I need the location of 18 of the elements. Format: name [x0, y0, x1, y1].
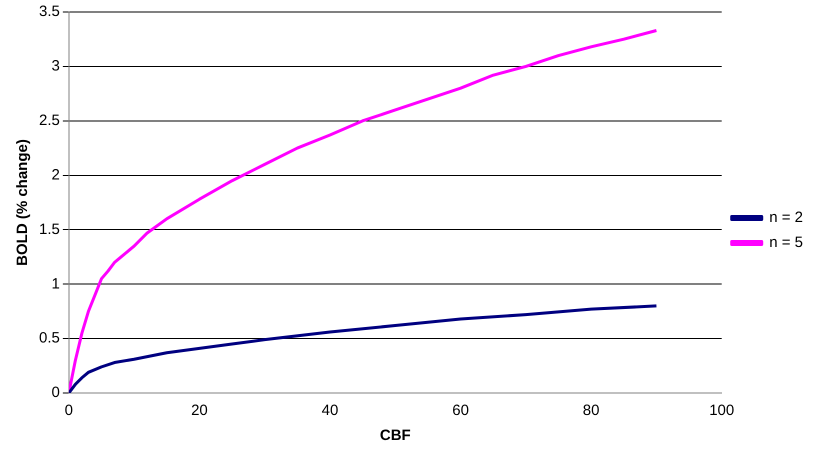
x-tick-label: 60	[452, 402, 469, 420]
y-tick-label: 3.5	[38, 3, 60, 20]
y-tick-label: 2	[52, 166, 60, 184]
legend-label: n = 5	[769, 234, 803, 252]
y-tick-label: 3	[52, 58, 60, 75]
legend-label: n = 2	[769, 209, 803, 226]
x-tick-label: 80	[582, 402, 600, 420]
y-tick-label: 0.5	[38, 330, 60, 347]
x-tick-label: 20	[191, 402, 208, 420]
x-tick-label: 0	[64, 402, 74, 420]
y-axis-title: BOLD (% change)	[14, 139, 32, 266]
y-tick-label: 1.5	[38, 220, 60, 238]
y-tick-label: 1	[52, 275, 60, 292]
x-axis-title: CBF	[380, 427, 411, 444]
y-tick-label: 0	[52, 384, 60, 402]
x-tick-label: 100	[709, 402, 734, 420]
y-tick-label: 2.5	[38, 112, 60, 129]
x-tick-label: 40	[322, 402, 338, 420]
